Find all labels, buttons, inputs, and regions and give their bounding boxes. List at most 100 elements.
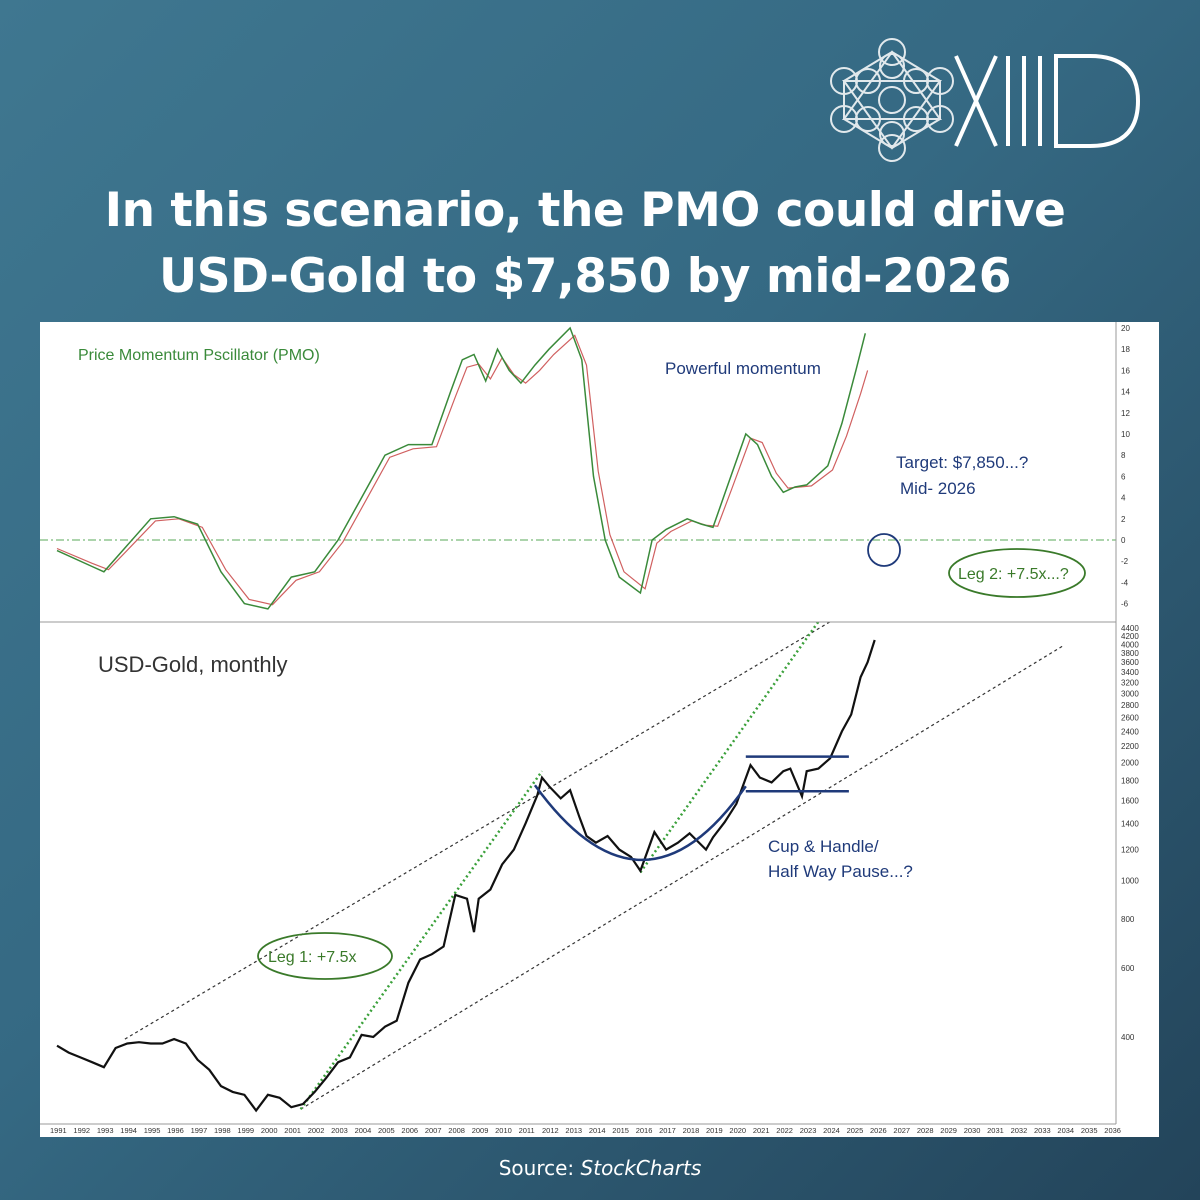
price-y-tick-label: 2800 [1121,701,1139,710]
price-y-tick-label: 600 [1121,964,1135,973]
x-tick-label: 2013 [565,1126,582,1135]
price-y-tick-label: 400 [1121,1033,1135,1042]
pmo-y-tick-label: 8 [1121,451,1126,460]
pmo-signal-line [56,334,869,606]
leg-2-trend-line [639,622,820,874]
x-tick-label: 2024 [823,1126,840,1135]
price-y-tick-label: 1800 [1121,776,1139,785]
x-tick-label: 2029 [940,1126,957,1135]
annotation-half-way-pause: Half Way Pause...? [768,862,913,881]
pmo-y-tick-label: 14 [1121,388,1130,397]
price-y-tick-label: 1000 [1121,877,1139,886]
x-tick-label: 1997 [191,1126,208,1135]
price-y-tick-label: 3800 [1121,649,1139,658]
axes-layer: 20181614121086420-2-4-644004200400038003… [40,322,1139,1135]
x-tick-label: 2007 [425,1126,442,1135]
annotation-mid-2026: Mid- 2026 [900,479,976,498]
cup-curve [533,784,747,862]
x-tick-label: 2031 [987,1126,1004,1135]
pmo-y-tick-label: 2 [1121,515,1126,524]
x-tick-label: 2028 [917,1126,934,1135]
price-y-tick-label: 3200 [1121,678,1139,687]
xiiid-logo [830,38,1141,162]
x-tick-label: 2025 [847,1126,864,1135]
x-tick-label: 2008 [448,1126,465,1135]
price-y-tick-label: 1400 [1121,819,1139,828]
x-tick-label: 2036 [1104,1126,1121,1135]
lower-channel-line [300,645,1063,1110]
headline-line-2: USD-Gold to $7,850 by mid-2026 [159,249,1011,304]
x-tick-label: 2005 [378,1126,395,1135]
x-tick-label: 2014 [589,1126,606,1135]
headline: In this scenario, the PMO could drive US… [60,178,1110,310]
x-tick-label: 2021 [753,1126,770,1135]
x-tick-label: 2019 [706,1126,723,1135]
pmo-y-tick-label: 12 [1121,409,1130,418]
x-tick-label: 2015 [612,1126,629,1135]
x-tick-label: 2006 [401,1126,418,1135]
price-y-tick-label: 1600 [1121,797,1139,806]
price-y-tick-label: 2600 [1121,714,1139,723]
pmo-y-tick-label: 4 [1121,494,1126,503]
x-tick-label: 2001 [284,1126,301,1135]
price-y-tick-label: 3400 [1121,668,1139,677]
annotation-powerful-momentum: Powerful momentum [665,359,821,378]
x-tick-label: 2004 [355,1126,372,1135]
x-tick-label: 1998 [214,1126,231,1135]
x-tick-label: 2010 [495,1126,512,1135]
x-tick-label: 2000 [261,1126,278,1135]
x-tick-label: 1995 [144,1126,161,1135]
x-tick-label: 2003 [331,1126,348,1135]
x-tick-label: 2027 [893,1126,910,1135]
annotation-cup-handle: Cup & Handle/ [768,837,879,856]
annotation-leg2: Leg 2: +7.5x...? [958,566,1069,583]
headline-line-1: In this scenario, the PMO could drive [104,183,1066,238]
x-tick-label: 2033 [1034,1126,1051,1135]
price-y-tick-label: 4200 [1121,632,1139,641]
leg-1-trend-line [299,770,544,1110]
gold-pmo-chart: 20181614121086420-2-4-644004200400038003… [40,322,1159,1137]
x-tick-label: 2022 [776,1126,793,1135]
price-y-tick-label: 2400 [1121,727,1139,736]
pmo-y-tick-label: 10 [1121,430,1130,439]
pmo-line [56,326,867,610]
pmo-y-tick-label: -6 [1121,600,1129,609]
pmo-y-tick-label: 20 [1121,324,1130,333]
price-y-tick-label: 4000 [1121,640,1139,649]
x-tick-label: 1991 [50,1126,67,1135]
x-tick-label: 2017 [659,1126,676,1135]
x-tick-label: 2023 [800,1126,817,1135]
x-tick-label: 1996 [167,1126,184,1135]
annotation-target: Target: $7,850...? [896,453,1028,472]
pmo-y-tick-label: 18 [1121,345,1130,354]
x-tick-label: 2002 [308,1126,325,1135]
pmo-y-tick-label: 16 [1121,366,1130,375]
x-tick-label: 2034 [1057,1126,1074,1135]
pmo-y-tick-label: -2 [1121,557,1129,566]
price-y-tick-label: 2000 [1121,758,1139,767]
source-label: Source: [498,1156,575,1180]
x-tick-label: 2016 [636,1126,653,1135]
price-y-tick-label: 3000 [1121,689,1139,698]
leg2-ellipse [948,548,1086,598]
pmo-y-tick-label: 6 [1121,472,1126,481]
x-tick-label: 1994 [120,1126,137,1135]
source-credit: Source: StockCharts [0,1156,1200,1180]
pmo-y-tick-label: 0 [1121,536,1126,545]
annotations-layer: Price Momentum Pscillator (PMO) USD-Gold,… [78,347,1086,980]
x-tick-label: 2009 [472,1126,489,1135]
price-y-tick-label: 800 [1121,915,1135,924]
annotation-leg1: Leg 1: +7.5x [268,949,357,966]
pmo-y-tick-label: -4 [1121,578,1129,587]
price-y-tick-label: 3600 [1121,658,1139,667]
x-tick-label: 2020 [729,1126,746,1135]
pmo-title: Price Momentum Pscillator (PMO) [78,347,320,364]
x-tick-label: 2011 [519,1126,535,1135]
price-y-tick-label: 2200 [1121,742,1139,751]
x-tick-label: 2012 [542,1126,559,1135]
x-tick-label: 2026 [870,1126,887,1135]
x-tick-label: 1993 [97,1126,114,1135]
x-tick-label: 1992 [73,1126,90,1135]
leg1-ellipse [257,932,393,980]
x-tick-label: 2018 [683,1126,700,1135]
